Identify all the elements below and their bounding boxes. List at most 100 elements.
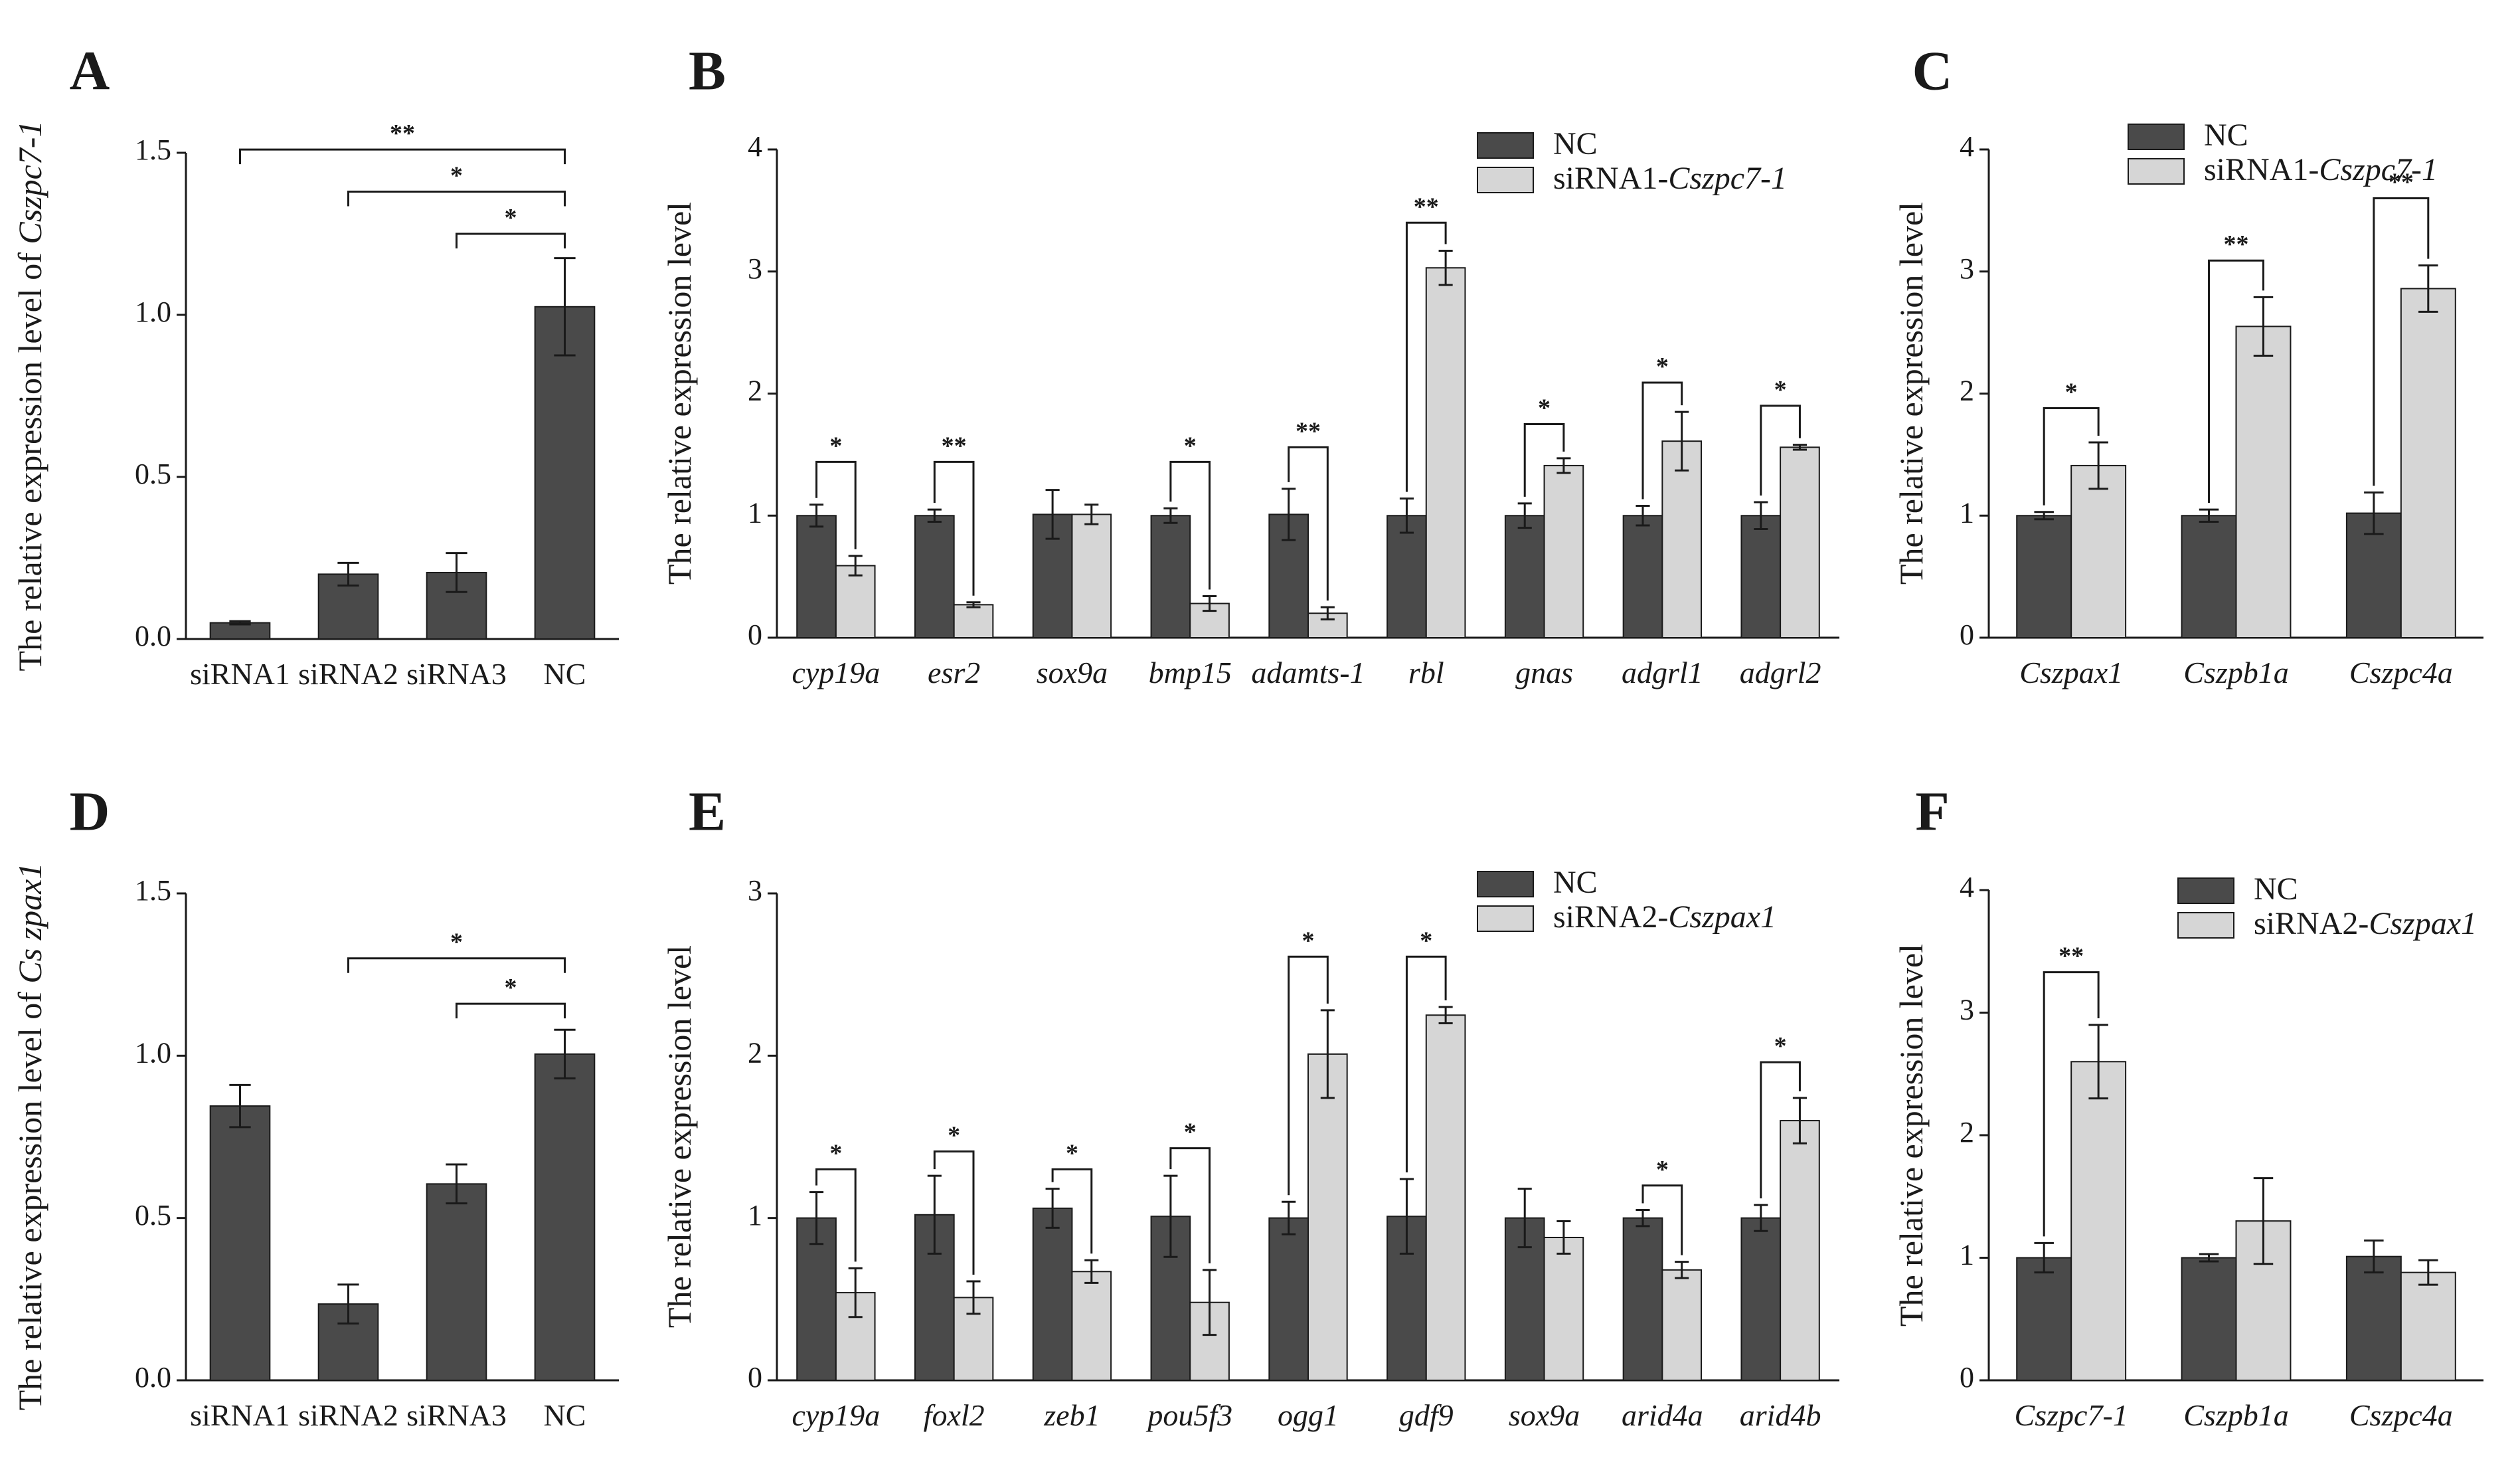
significance-star: * (948, 1121, 960, 1149)
bar-adgrl2-siRNA1-Cszpc7-1 (1780, 446, 1820, 638)
error-bar (337, 561, 359, 587)
y-tick-label: 1.0 (135, 1036, 171, 1069)
significance-bracket (1641, 1184, 1683, 1255)
x-category-label: adgrl1 (1622, 656, 1703, 689)
bar-ogg1-siRNA2-Cszpax1 (1307, 1053, 1348, 1381)
x-category-label: gdf9 (1399, 1398, 1454, 1432)
legend-swatch (2128, 158, 2185, 185)
x-category-label: cyp19a (792, 656, 880, 689)
y-tick-label: 0.5 (135, 1199, 171, 1232)
error-bar (1203, 1269, 1217, 1336)
bar-gdf9-siRNA2-Cszpax1 (1425, 1014, 1466, 1381)
significance-star: * (450, 929, 463, 957)
significance-star: * (1184, 432, 1197, 460)
significance-bracket (456, 232, 566, 248)
bar-Cszpc7-1-NC (2016, 1257, 2072, 1381)
error-bar (229, 1083, 251, 1129)
bar-siRNA1 (209, 1105, 271, 1381)
x-category-label: ogg1 (1278, 1398, 1339, 1432)
x-category-label: siRNA3 (406, 1398, 507, 1432)
error-bar (446, 552, 467, 593)
panel-a: A 0.0 0.5 1.0 1.5 The relative expression lev… (11, 40, 619, 691)
error-bar (2034, 1241, 2054, 1274)
significance-bracket (1405, 221, 1447, 492)
error-bar (809, 1191, 824, 1245)
x-category-label: Cszpb1a (2183, 656, 2288, 689)
significance-bracket (456, 1002, 566, 1019)
x-category-label: Cszpc4a (2349, 656, 2453, 689)
error-bar (2253, 1177, 2274, 1265)
legend-label-italic: Cszpax1 (1668, 899, 1776, 935)
y-tick-label: 3 (748, 874, 762, 907)
x-category-label: pou5f3 (1145, 1398, 1232, 1432)
significance-bracket (933, 460, 975, 596)
panel-label: E (689, 780, 726, 842)
x-category-label: foxl2 (924, 1398, 985, 1432)
bar-NC (534, 306, 596, 640)
y-tick-label: 0.0 (135, 620, 171, 652)
x-category-label: NC (544, 657, 586, 691)
y-tick-label: 1 (1960, 1239, 1974, 1271)
y-axis-label: The relative expression level (1892, 944, 1930, 1326)
y-axis-label: The relative expression level of Cs zpax… (11, 863, 48, 1411)
error-bar (1320, 606, 1335, 620)
bar-cyp19a-NC (796, 1217, 837, 1381)
x-category-label: Cszpb1a (2183, 1398, 2288, 1432)
bar-Cszpax1-siRNA1-Cszpc7-1 (2070, 464, 2127, 638)
error-bar (1792, 1097, 1807, 1144)
significance-bracket (1760, 405, 1801, 496)
legend-swatch (2177, 877, 2234, 904)
error-bar (1792, 444, 1807, 451)
error-bar (2418, 264, 2438, 313)
significance-star: ** (2224, 230, 2249, 258)
x-category-label: gnas (1515, 656, 1573, 689)
y-tick-label: 3 (1960, 994, 1974, 1026)
bar-rbl-NC (1386, 515, 1427, 638)
legend-label: NC (2204, 118, 2248, 153)
bar-adgrl1-NC (1622, 515, 1663, 638)
error-bar (2034, 511, 2054, 521)
x-category-label: Cszpax1 (2019, 656, 2123, 689)
legend-label-text: siRNA2- (2254, 906, 2369, 941)
y-axis-label-text: The relative expression level of (11, 244, 48, 672)
error-bar (554, 1028, 576, 1080)
significance-star: * (1656, 353, 1669, 381)
y-tick-label: 3 (1960, 252, 1974, 285)
error-bar (966, 601, 981, 608)
significance-bracket (815, 460, 857, 549)
error-bar (927, 508, 942, 523)
error-bar (2199, 1253, 2219, 1263)
bar-adgrl1-siRNA1-Cszpc7-1 (1661, 440, 1702, 638)
error-bar (1282, 1200, 1296, 1235)
legend-label-text: NC (1553, 126, 1598, 161)
y-tick-label: 0 (1960, 618, 1974, 651)
x-category-label: adamts-1 (1251, 656, 1365, 689)
bar-arid4b-siRNA2-Cszpax1 (1780, 1120, 1820, 1381)
error-bar (1438, 1006, 1453, 1024)
panel-b: B 0 1 2 3 4 The relative expression level cyp19… (661, 40, 1839, 689)
legend-label: siRNA1-Cszpc7-1 (1553, 161, 1787, 196)
bar-Cszpc7-1-siRNA2-Cszpax1 (2070, 1061, 2127, 1382)
significance-star: * (1656, 1156, 1669, 1184)
x-category-label: bmp15 (1149, 656, 1232, 689)
y-tick-label: 2 (748, 1036, 762, 1069)
panel-c: C 0 1 2 3 4 The relative expression level Cszpa… (1892, 40, 2483, 689)
error-bar (2418, 1259, 2438, 1286)
significance-bracket (1288, 446, 1329, 601)
error-bar (1556, 1220, 1571, 1255)
y-tick-label: 1.5 (135, 874, 171, 907)
legend-label-text: NC (2254, 871, 2298, 907)
y-axis-label: The relative expression level (661, 945, 698, 1328)
legend-label: NC (1553, 865, 1598, 900)
significance-star: * (829, 1139, 842, 1167)
legend-label: siRNA1-Cszpc7-1 (2204, 152, 2438, 187)
y-axis-label-gene: Cs zpax1 (11, 863, 48, 984)
significance-star: * (505, 974, 517, 1002)
y-tick-label: 1.0 (135, 296, 171, 328)
x-category-label: arid4a (1622, 1398, 1703, 1432)
error-bar (229, 620, 251, 626)
legend-label-text: siRNA2- (1553, 899, 1668, 935)
significance-bracket (815, 1168, 857, 1262)
bar-sox9a-siRNA1-Cszpc7-1 (1071, 513, 1112, 638)
significance-star: * (1302, 927, 1315, 955)
